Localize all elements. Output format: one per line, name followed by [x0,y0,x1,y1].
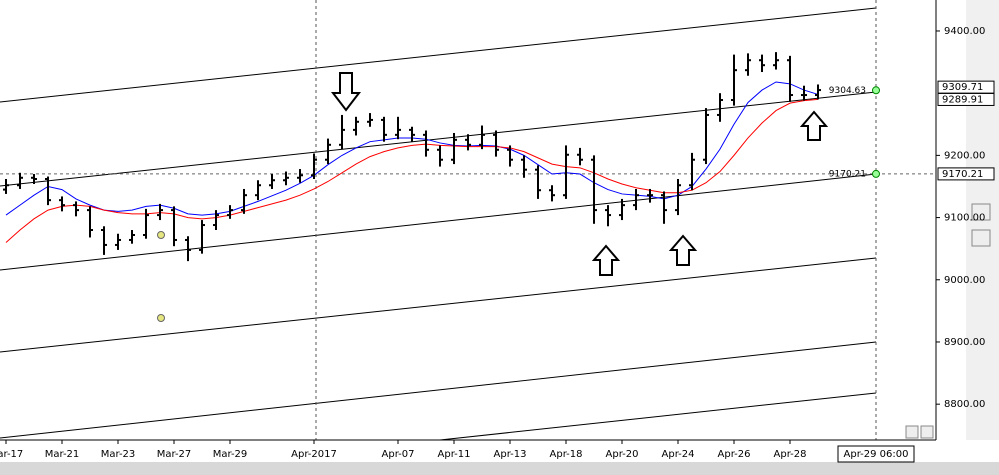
cursor-time: Apr-29 06:00 [844,449,909,460]
y-tick-label: 8900.00 [944,337,985,348]
x-tick-label: Apr-07 [382,449,415,460]
y-tick-label: 9400.00 [944,26,985,37]
x-tick-label: Mar-21 [45,449,80,460]
channel-lines [0,7,877,441]
x-tick-label: Apr-13 [494,449,527,460]
arrows [330,72,829,276]
scroll-button[interactable] [920,425,934,439]
anchor-point[interactable] [157,231,165,239]
zoom-buttons [905,203,991,439]
price-label: 9289.91 [942,94,983,105]
price-label-box [937,167,995,181]
price-label-box [937,92,995,106]
scroll-button[interactable] [905,425,919,439]
x-tick-label: Mar-29 [213,449,248,460]
x-tick-label: Apr-24 [662,449,695,460]
moving-average [5,98,819,243]
zoom-button[interactable] [971,203,991,221]
x-tick-label: Apr-20 [606,449,639,460]
y-tick-label: 9000.00 [944,275,985,286]
tab-bar [0,462,999,475]
up-arrow [591,244,621,276]
cursor-time-box [837,445,915,463]
up-arrow [668,234,698,266]
x-tick-label: Apr-18 [550,449,583,460]
y-tick-label: 9100.00 [944,213,985,224]
line-anchor [872,169,880,178]
anchor-point[interactable] [157,314,165,322]
price-label: 9170.21 [942,169,983,180]
zoom-button[interactable] [971,229,991,247]
x-tick-label: Apr-28 [774,449,807,460]
line-anchor [872,86,880,95]
y-tick-label: 8800.00 [944,399,985,410]
x-tick-label: Apr-2017 [291,449,337,460]
y-tick-label: 9200.00 [944,150,985,161]
x-tick-label: Apr-26 [718,449,751,460]
x-tick-label: Apr-11 [438,449,471,460]
down-arrow [330,72,362,112]
up-arrow [799,110,829,141]
x-tick-label: Mar-17 [0,449,23,460]
x-tick-label: Mar-27 [157,449,192,460]
x-tick-label: Mar-23 [101,449,136,460]
price-label: 9309.71 [942,82,983,93]
line-label: 9304.63 [829,86,866,96]
line-label: 9170.21 [829,169,866,179]
